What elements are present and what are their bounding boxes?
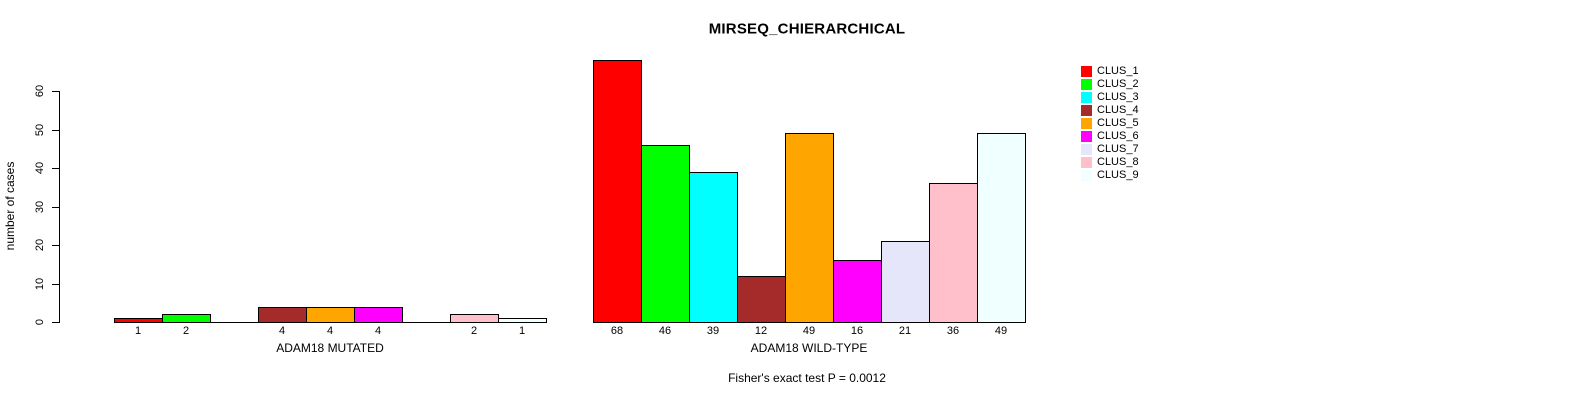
- bar-clus_6: [833, 260, 882, 323]
- legend-item-clus_9: CLUS_9: [1081, 169, 1139, 182]
- footer-note: Fisher's exact test P = 0.0012: [728, 371, 886, 385]
- bar-value-label: 49: [802, 325, 816, 337]
- bar-clus_4: [258, 306, 307, 323]
- bar-clus_5: [306, 306, 355, 323]
- legend-swatch: [1081, 118, 1092, 129]
- bar-clus_3: [689, 171, 738, 323]
- legend-label: CLUS_5: [1097, 117, 1139, 129]
- legend-item-clus_3: CLUS_3: [1081, 91, 1139, 104]
- bar-clus_9: [498, 318, 547, 323]
- legend-item-clus_1: CLUS_1: [1081, 65, 1139, 78]
- legend-swatch: [1081, 131, 1092, 142]
- bar-value-label: 2: [182, 325, 190, 337]
- legend-label: CLUS_8: [1097, 156, 1139, 168]
- legend-label: CLUS_9: [1097, 169, 1139, 181]
- legend-item-clus_2: CLUS_2: [1081, 78, 1139, 91]
- bar-value-label: 12: [754, 325, 768, 337]
- bar-clus_8: [929, 183, 978, 323]
- bar-value-label: 4: [326, 325, 334, 337]
- bar-clus_6: [354, 306, 403, 323]
- y-axis-title: number of cases: [3, 161, 17, 251]
- bar-value-label: 16: [850, 325, 864, 337]
- y-axis-tick-label: 10: [34, 277, 46, 290]
- y-axis-line: [59, 91, 60, 323]
- bar-value-label: 39: [706, 325, 720, 337]
- legend-swatch: [1081, 144, 1092, 155]
- y-axis-tick-label: 20: [34, 238, 46, 252]
- legend-swatch: [1081, 170, 1092, 181]
- legend-swatch: [1081, 105, 1092, 116]
- legend-item-clus_5: CLUS_5: [1081, 117, 1139, 130]
- bar-value-label: 2: [470, 325, 478, 337]
- y-axis-tick: [52, 206, 59, 208]
- legend-label: CLUS_1: [1097, 65, 1139, 77]
- y-axis-tick-label: 40: [34, 161, 46, 175]
- y-axis-tick-label: 50: [34, 123, 46, 136]
- legend-item-clus_7: CLUS_7: [1081, 143, 1139, 156]
- legend-swatch: [1081, 92, 1092, 103]
- legend-label: CLUS_2: [1097, 78, 1139, 90]
- bar-value-label: 4: [374, 325, 382, 337]
- bar-clus_1: [593, 60, 642, 323]
- bar-clus_7: [881, 241, 930, 323]
- bar-value-label: 1: [518, 325, 526, 337]
- bar-clus_5: [785, 133, 834, 323]
- legend-item-clus_6: CLUS_6: [1081, 130, 1139, 143]
- group-axis-label: ADAM18 WILD-TYPE: [750, 341, 868, 355]
- legend-swatch: [1081, 66, 1092, 77]
- y-axis-tick: [52, 91, 59, 92]
- group-axis-label: ADAM18 MUTATED: [276, 341, 384, 355]
- y-axis-tick-label: 60: [34, 84, 46, 98]
- y-axis-tick-label: 0: [34, 318, 46, 326]
- y-axis-tick: [52, 322, 59, 323]
- bar-clus_2: [641, 144, 690, 323]
- bar-clus_9: [977, 133, 1026, 323]
- y-axis-tick: [52, 245, 59, 246]
- y-axis-tick: [52, 168, 59, 169]
- bar-value-label: 46: [658, 325, 672, 337]
- legend-label: CLUS_4: [1097, 104, 1139, 116]
- legend: CLUS_1 CLUS_2 CLUS_3 CLUS_4 CLUS_5 CLUS_6 CLUS…: [1081, 65, 1139, 182]
- bar-clus_8: [450, 314, 499, 323]
- legend-label: CLUS_7: [1097, 143, 1139, 155]
- legend-swatch: [1081, 157, 1092, 168]
- y-axis-tick: [52, 129, 59, 131]
- chart-title: MIRSEQ_CHIERARCHICAL: [708, 20, 906, 38]
- bar-clus_2: [162, 314, 211, 323]
- y-axis-tick: [52, 283, 59, 285]
- legend-label: CLUS_3: [1097, 91, 1139, 103]
- legend-item-clus_4: CLUS_4: [1081, 104, 1139, 117]
- legend-item-clus_8: CLUS_8: [1081, 156, 1139, 169]
- bar-value-label: 1: [134, 325, 142, 337]
- legend-swatch: [1081, 79, 1092, 90]
- bar-value-label: 4: [278, 325, 286, 337]
- bar-value-label: 68: [610, 325, 624, 337]
- bar-value-label: 49: [994, 325, 1008, 337]
- bar-clus_1: [114, 318, 163, 323]
- legend-label: CLUS_6: [1097, 130, 1139, 142]
- bar-value-label: 36: [946, 325, 960, 337]
- bar-clus_4: [737, 275, 786, 323]
- y-axis-tick-label: 30: [34, 200, 46, 213]
- bar-value-label: 21: [898, 325, 912, 337]
